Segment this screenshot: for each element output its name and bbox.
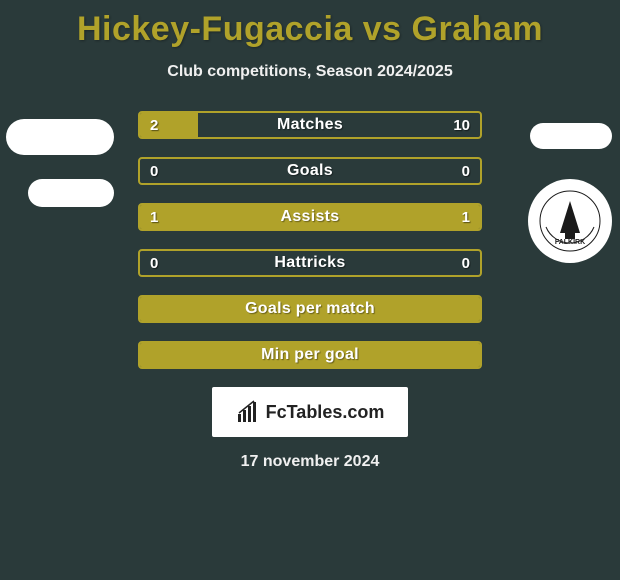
chart-icon xyxy=(236,400,260,424)
stat-bar: 11Assists xyxy=(138,203,482,231)
stat-label: Goals per match xyxy=(140,297,480,321)
stat-bar: 00Hattricks xyxy=(138,249,482,277)
comparison-content: FALKIRK 210Matches 00Goals 11Assists 00Hatt… xyxy=(0,111,620,471)
club-logo-label: FALKIRK xyxy=(555,239,585,246)
right-team-badge-2: FALKIRK xyxy=(528,179,612,263)
stat-bar: 210Matches xyxy=(138,111,482,139)
footer-date: 17 november 2024 xyxy=(0,453,620,471)
stat-label: Min per goal xyxy=(140,343,480,367)
page-title: Hickey-Fugaccia vs Graham xyxy=(0,0,620,49)
stat-label: Assists xyxy=(140,205,480,229)
stat-label: Hattricks xyxy=(140,251,480,275)
brand-text: FcTables.com xyxy=(266,402,385,423)
club-logo-icon: FALKIRK xyxy=(538,189,602,253)
stat-label: Matches xyxy=(140,113,480,137)
left-team-badge-2 xyxy=(28,179,114,207)
stats-bars: 210Matches 00Goals 11Assists 00Hattricks Goa… xyxy=(138,111,482,369)
stat-bar: Goals per match xyxy=(138,295,482,323)
stat-bar: 00Goals xyxy=(138,157,482,185)
subtitle: Club competitions, Season 2024/2025 xyxy=(0,63,620,81)
brand-badge[interactable]: FcTables.com xyxy=(212,387,408,437)
left-team-badge-1 xyxy=(6,119,114,155)
right-team-badge-1 xyxy=(530,123,612,149)
stat-bar: Min per goal xyxy=(138,341,482,369)
stat-label: Goals xyxy=(140,159,480,183)
